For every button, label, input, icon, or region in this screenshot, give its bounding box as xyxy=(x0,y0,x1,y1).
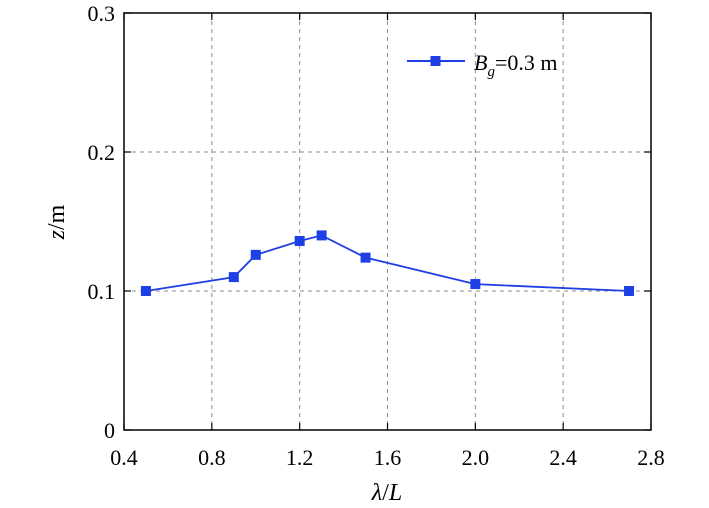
series-line xyxy=(145,234,630,292)
y-tick-label: 0 xyxy=(104,418,115,443)
x-tick-label: 2.8 xyxy=(637,445,665,470)
y-tick-label: 0.3 xyxy=(88,1,116,26)
data-point-marker xyxy=(294,235,305,246)
x-tick-label: 2.4 xyxy=(549,445,577,470)
x-tick-label: 1.6 xyxy=(374,445,402,470)
legend: Bg=0.3 m xyxy=(407,50,557,80)
data-point-marker xyxy=(316,230,327,241)
axis-ticks: 0.4 0.8 1.2 1.6 2.0 2.4 2.8 0 0.1 0.2 0.3 xyxy=(88,1,665,470)
x-tick-label: 0.8 xyxy=(198,445,226,470)
data-point-marker xyxy=(470,279,481,290)
x-tick-label: 0.4 xyxy=(110,445,138,470)
legend-marker-square xyxy=(430,56,441,66)
y-tick-label: 0.2 xyxy=(88,140,116,165)
data-point-marker xyxy=(228,272,239,283)
y-axis-title: z/m xyxy=(44,204,70,240)
data-point-marker xyxy=(360,252,371,263)
grid-lines xyxy=(124,13,651,430)
x-axis-title: λ/L xyxy=(371,480,402,506)
data-point-marker xyxy=(140,286,151,296)
x-tick-label: 2.0 xyxy=(462,445,490,470)
data-point-marker xyxy=(624,286,635,296)
series-layer xyxy=(140,230,635,296)
data-point-marker xyxy=(250,249,261,260)
x-tick-label: 1.2 xyxy=(286,445,314,470)
legend-label: Bg=0.3 m xyxy=(474,50,557,80)
y-tick-label: 0.1 xyxy=(88,279,116,304)
